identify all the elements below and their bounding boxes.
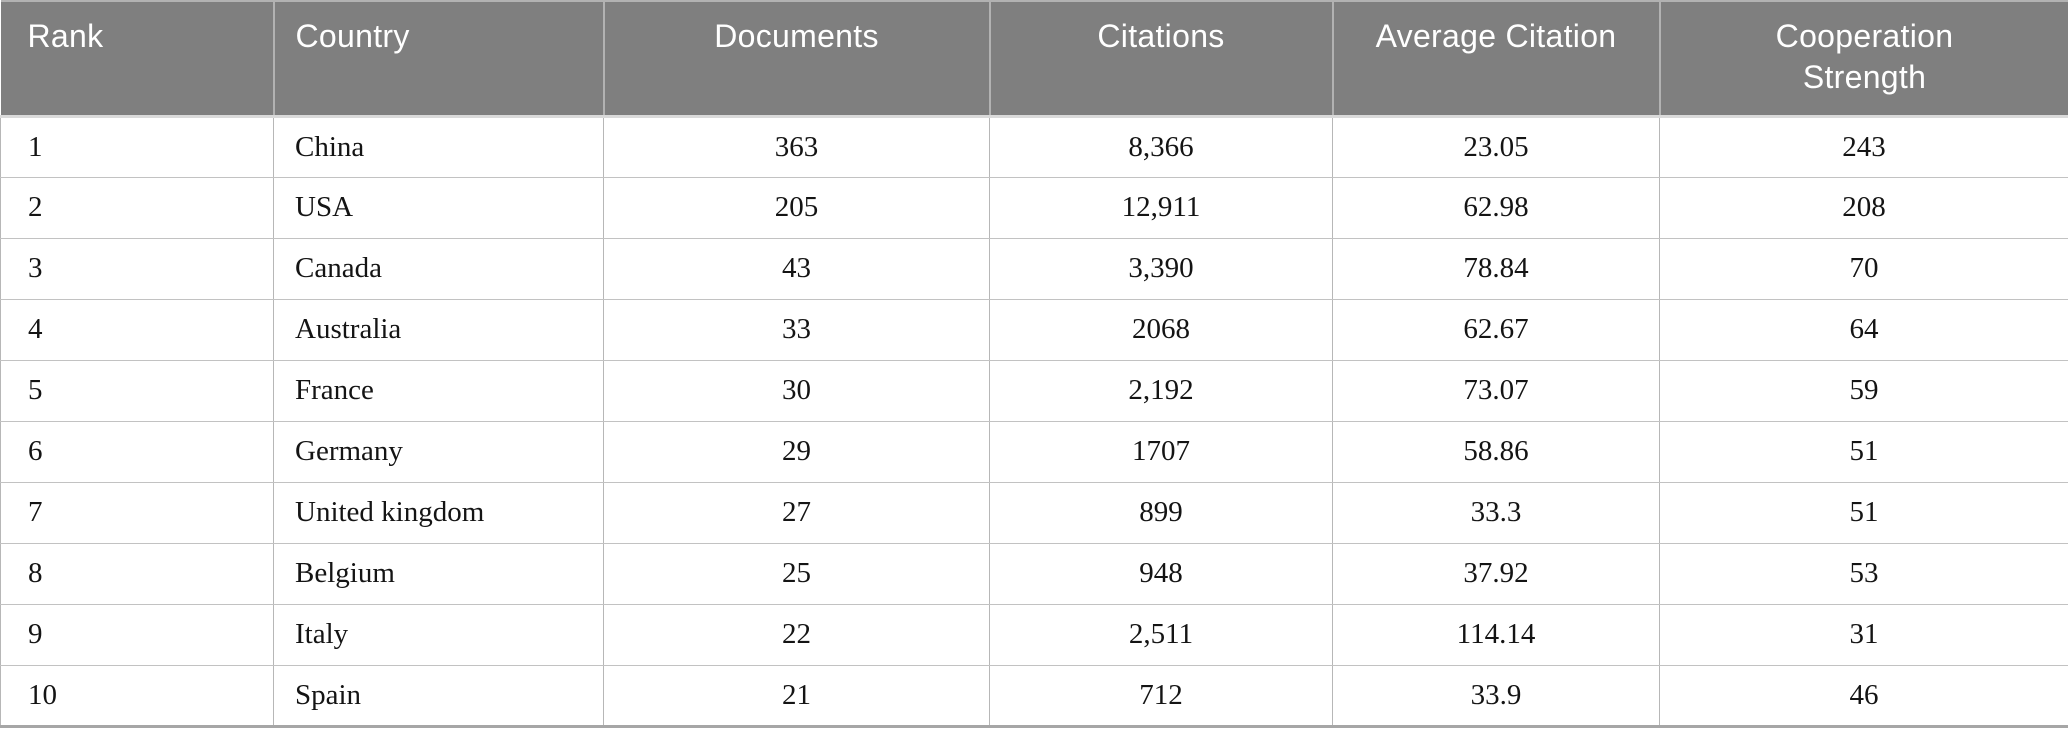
table-cell-rank: 4 (0, 298, 274, 361)
table-cell-cooperation-strength: 51 (1659, 481, 2068, 544)
table-cell-rank: 7 (0, 481, 274, 544)
column-header-average-citation-label: Average Citation (1375, 18, 1617, 54)
table-cell-average-citation: 114.14 (1332, 603, 1660, 666)
table-cell-citations: 2,192 (989, 359, 1333, 422)
table-cell-citations: 2,511 (989, 603, 1333, 666)
table-row: 2 USA 205 12,911 62.98 208 (0, 176, 2068, 239)
column-header-cooperation-strength-label: Cooperation Strength (1775, 18, 1954, 95)
table-cell-citations: 2068 (989, 298, 1333, 361)
table-cell-citations: 899 (989, 481, 1333, 544)
table-cell-documents: 43 (603, 237, 990, 300)
table-cell-average-citation: 58.86 (1332, 420, 1660, 483)
table-row: 7 United kingdom 27 899 33.3 51 (0, 481, 2068, 544)
table-cell-average-citation: 62.67 (1332, 298, 1660, 361)
table-cell-average-citation: 23.05 (1332, 115, 1660, 178)
table-cell-rank: 9 (0, 603, 274, 666)
table-cell-rank: 3 (0, 237, 274, 300)
country-ranking-table: Rank Country Documents Citations Average… (0, 0, 2068, 728)
table-cell-cooperation-strength: 53 (1659, 542, 2068, 605)
table-cell-rank: 8 (0, 542, 274, 605)
table-cell-rank: 5 (0, 359, 274, 422)
table-cell-cooperation-strength: 64 (1659, 298, 2068, 361)
table-cell-documents: 33 (603, 298, 990, 361)
table-cell-documents: 27 (603, 481, 990, 544)
column-header-average-citation: Average Citation (1331, 0, 1660, 118)
table-cell-documents: 29 (603, 420, 990, 483)
table-cell-documents: 25 (603, 542, 990, 605)
table-cell-average-citation: 33.9 (1332, 664, 1660, 728)
table-cell-cooperation-strength: 208 (1659, 176, 2068, 239)
table-cell-documents: 22 (603, 603, 990, 666)
table-cell-cooperation-strength: 243 (1659, 115, 2068, 178)
column-header-documents: Documents (602, 0, 990, 118)
table-body: 1 China 363 8,366 23.05 243 2 USA 205 12,911 62.98… (0, 115, 2068, 728)
table-cell-average-citation: 62.98 (1332, 176, 1660, 239)
table-cell-citations: 8,366 (989, 115, 1333, 178)
table-cell-cooperation-strength: 31 (1659, 603, 2068, 666)
table-cell-country: United kingdom (273, 481, 604, 544)
column-header-cooperation-strength: Cooperation Strength (1658, 0, 2068, 118)
table-cell-citations: 948 (989, 542, 1333, 605)
column-header-country: Country (272, 0, 604, 118)
table-cell-documents: 21 (603, 664, 990, 728)
table-cell-rank: 6 (0, 420, 274, 483)
column-header-citations: Citations (988, 0, 1333, 118)
table-row: 9 Italy 22 2,511 114.14 31 (0, 603, 2068, 666)
column-header-documents-label: Documents (714, 18, 879, 54)
table-cell-rank: 1 (0, 115, 274, 178)
table-row: 10 Spain 21 712 33.9 46 (0, 664, 2068, 728)
header-row: Rank Country Documents Citations Average… (0, 0, 2068, 118)
table-cell-country: USA (273, 176, 604, 239)
table-cell-documents: 30 (603, 359, 990, 422)
table-cell-average-citation: 73.07 (1332, 359, 1660, 422)
table-cell-citations: 1707 (989, 420, 1333, 483)
table-cell-citations: 3,390 (989, 237, 1333, 300)
table-row: 8 Belgium 25 948 37.92 53 (0, 542, 2068, 605)
table-cell-cooperation-strength: 59 (1659, 359, 2068, 422)
column-header-country-label: Country (295, 18, 410, 54)
table-row: 3 Canada 43 3,390 78.84 70 (0, 237, 2068, 300)
table-row: 1 China 363 8,366 23.05 243 (0, 115, 2068, 178)
table-cell-country: Australia (273, 298, 604, 361)
table-cell-average-citation: 33.3 (1332, 481, 1660, 544)
table-cell-country: Italy (273, 603, 604, 666)
table-cell-documents: 363 (603, 115, 990, 178)
table-cell-country: France (273, 359, 604, 422)
table-cell-country: Spain (273, 664, 604, 728)
table-cell-country: Canada (273, 237, 604, 300)
table-cell-cooperation-strength: 51 (1659, 420, 2068, 483)
table-cell-citations: 712 (989, 664, 1333, 728)
table-cell-rank: 2 (0, 176, 274, 239)
page: Rank Country Documents Citations Average… (0, 0, 2068, 728)
table-cell-country: Germany (273, 420, 604, 483)
column-header-rank-label: Rank (27, 18, 104, 54)
column-header-citations-label: Citations (1097, 18, 1225, 54)
table-cell-rank: 10 (0, 664, 274, 728)
table-header: Rank Country Documents Citations Average… (0, 0, 2068, 118)
column-header-rank: Rank (0, 0, 274, 118)
table-cell-country: Belgium (273, 542, 604, 605)
table-cell-cooperation-strength: 46 (1659, 664, 2068, 728)
table-row: 4 Australia 33 2068 62.67 64 (0, 298, 2068, 361)
table-row: 6 Germany 29 1707 58.86 51 (0, 420, 2068, 483)
table-cell-average-citation: 78.84 (1332, 237, 1660, 300)
table-cell-average-citation: 37.92 (1332, 542, 1660, 605)
table-cell-cooperation-strength: 70 (1659, 237, 2068, 300)
table-cell-citations: 12,911 (989, 176, 1333, 239)
table-cell-country: China (273, 115, 604, 178)
table-cell-documents: 205 (603, 176, 990, 239)
table-row: 5 France 30 2,192 73.07 59 (0, 359, 2068, 422)
